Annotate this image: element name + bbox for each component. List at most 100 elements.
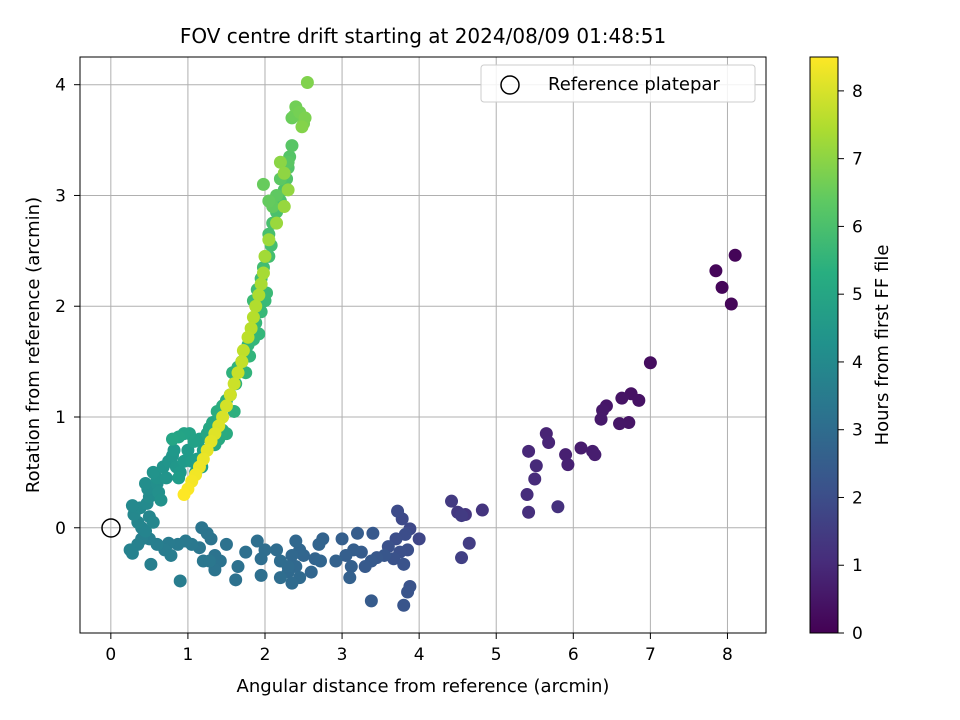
data-point: [559, 448, 573, 462]
data-point: [615, 391, 629, 405]
x-tick-label: 8: [722, 645, 733, 665]
data-point: [219, 399, 233, 413]
data-point: [249, 299, 263, 313]
data-point: [528, 472, 542, 486]
data-point: [462, 536, 476, 550]
data-point: [167, 443, 181, 457]
data-point: [241, 330, 255, 344]
data-point: [231, 560, 245, 574]
data-point: [329, 554, 343, 568]
data-point: [350, 526, 364, 540]
data-point: [335, 532, 349, 546]
data-point: [281, 183, 295, 197]
data-point: [250, 534, 264, 548]
data-point: [728, 248, 742, 262]
legend-label: Reference platepar: [548, 74, 720, 95]
data-point: [715, 280, 729, 294]
data-point: [236, 344, 250, 358]
data-point: [146, 465, 160, 479]
data-point: [223, 388, 237, 402]
x-tick-label: 4: [414, 645, 425, 665]
x-tick-label: 0: [105, 645, 116, 665]
data-point: [313, 554, 327, 568]
data-point: [252, 288, 266, 302]
colorbar-tick-label: 8: [852, 82, 863, 102]
data-point: [273, 554, 287, 568]
data-point: [285, 139, 299, 153]
data-point: [574, 441, 588, 455]
data-point: [724, 297, 738, 311]
colorbar-tick-label: 7: [852, 150, 863, 170]
legend: Reference platepar: [480, 64, 756, 103]
data-point: [172, 471, 186, 485]
y-tick-label: 4: [55, 76, 66, 96]
data-point: [445, 494, 459, 508]
data-point: [594, 412, 608, 426]
data-point: [343, 571, 357, 585]
data-point: [397, 598, 411, 612]
data-point: [339, 548, 353, 562]
colorbar-tick-label: 5: [852, 285, 863, 305]
data-point: [709, 264, 723, 278]
data-point: [139, 476, 153, 490]
x-tick-label: 6: [568, 645, 579, 665]
data-point: [613, 417, 627, 431]
data-point: [588, 448, 602, 462]
y-tick-label: 2: [55, 297, 66, 317]
data-point: [270, 216, 284, 230]
data-point: [455, 551, 469, 565]
data-point: [561, 458, 575, 472]
data-point: [227, 377, 241, 391]
reference-point-marker: [101, 518, 121, 538]
data-point: [165, 432, 179, 446]
y-axis-ticks: 0 1 2 3 4: [55, 76, 80, 539]
colorbar-tick-label: 2: [852, 488, 863, 508]
y-tick-label: 1: [55, 408, 66, 428]
data-point: [177, 488, 191, 502]
plot-frame: [79, 56, 767, 634]
data-point: [364, 594, 378, 608]
data-point: [522, 444, 536, 458]
data-point: [154, 493, 168, 507]
data-point: [235, 355, 249, 369]
chart-title: FOV centre drift starting at 2024/08/09 …: [180, 24, 666, 48]
colorbar-label: Hours from first FF file: [872, 245, 893, 446]
data-points: [123, 75, 742, 612]
data-point: [542, 435, 556, 449]
data-point: [262, 194, 276, 208]
data-point: [258, 249, 272, 263]
y-tick-label: 0: [55, 519, 66, 539]
data-point: [164, 548, 178, 562]
x-tick-label: 1: [182, 645, 193, 665]
data-point: [144, 557, 158, 571]
data-point: [632, 393, 646, 407]
x-tick-label: 3: [337, 645, 348, 665]
colorbar-tick-label: 3: [852, 421, 863, 441]
data-point: [173, 574, 187, 588]
data-point: [412, 532, 426, 546]
data-point: [254, 552, 268, 566]
data-point: [455, 509, 469, 523]
data-point: [219, 537, 233, 551]
x-tick-label: 5: [491, 645, 502, 665]
data-point: [125, 499, 139, 513]
data-point: [401, 585, 415, 599]
data-point: [273, 571, 287, 585]
data-point: [295, 120, 309, 134]
legend-box: [480, 64, 756, 103]
data-point: [300, 75, 314, 89]
colorbar-tick-label: 1: [852, 556, 863, 576]
data-point: [312, 537, 326, 551]
data-point: [195, 521, 209, 535]
x-tick-label: 2: [260, 645, 271, 665]
data-point: [522, 505, 536, 519]
x-axis-ticks: 0 1 2 3 4 5 6 7 8: [105, 633, 733, 665]
data-point: [262, 233, 276, 247]
data-point: [397, 557, 411, 571]
colorbar-tick-label: 0: [852, 624, 863, 644]
data-point: [159, 471, 173, 485]
colorbar-gradient: [809, 56, 839, 634]
data-point: [256, 266, 270, 280]
data-point: [289, 534, 303, 548]
colorbar-tick-label: 6: [852, 217, 863, 237]
